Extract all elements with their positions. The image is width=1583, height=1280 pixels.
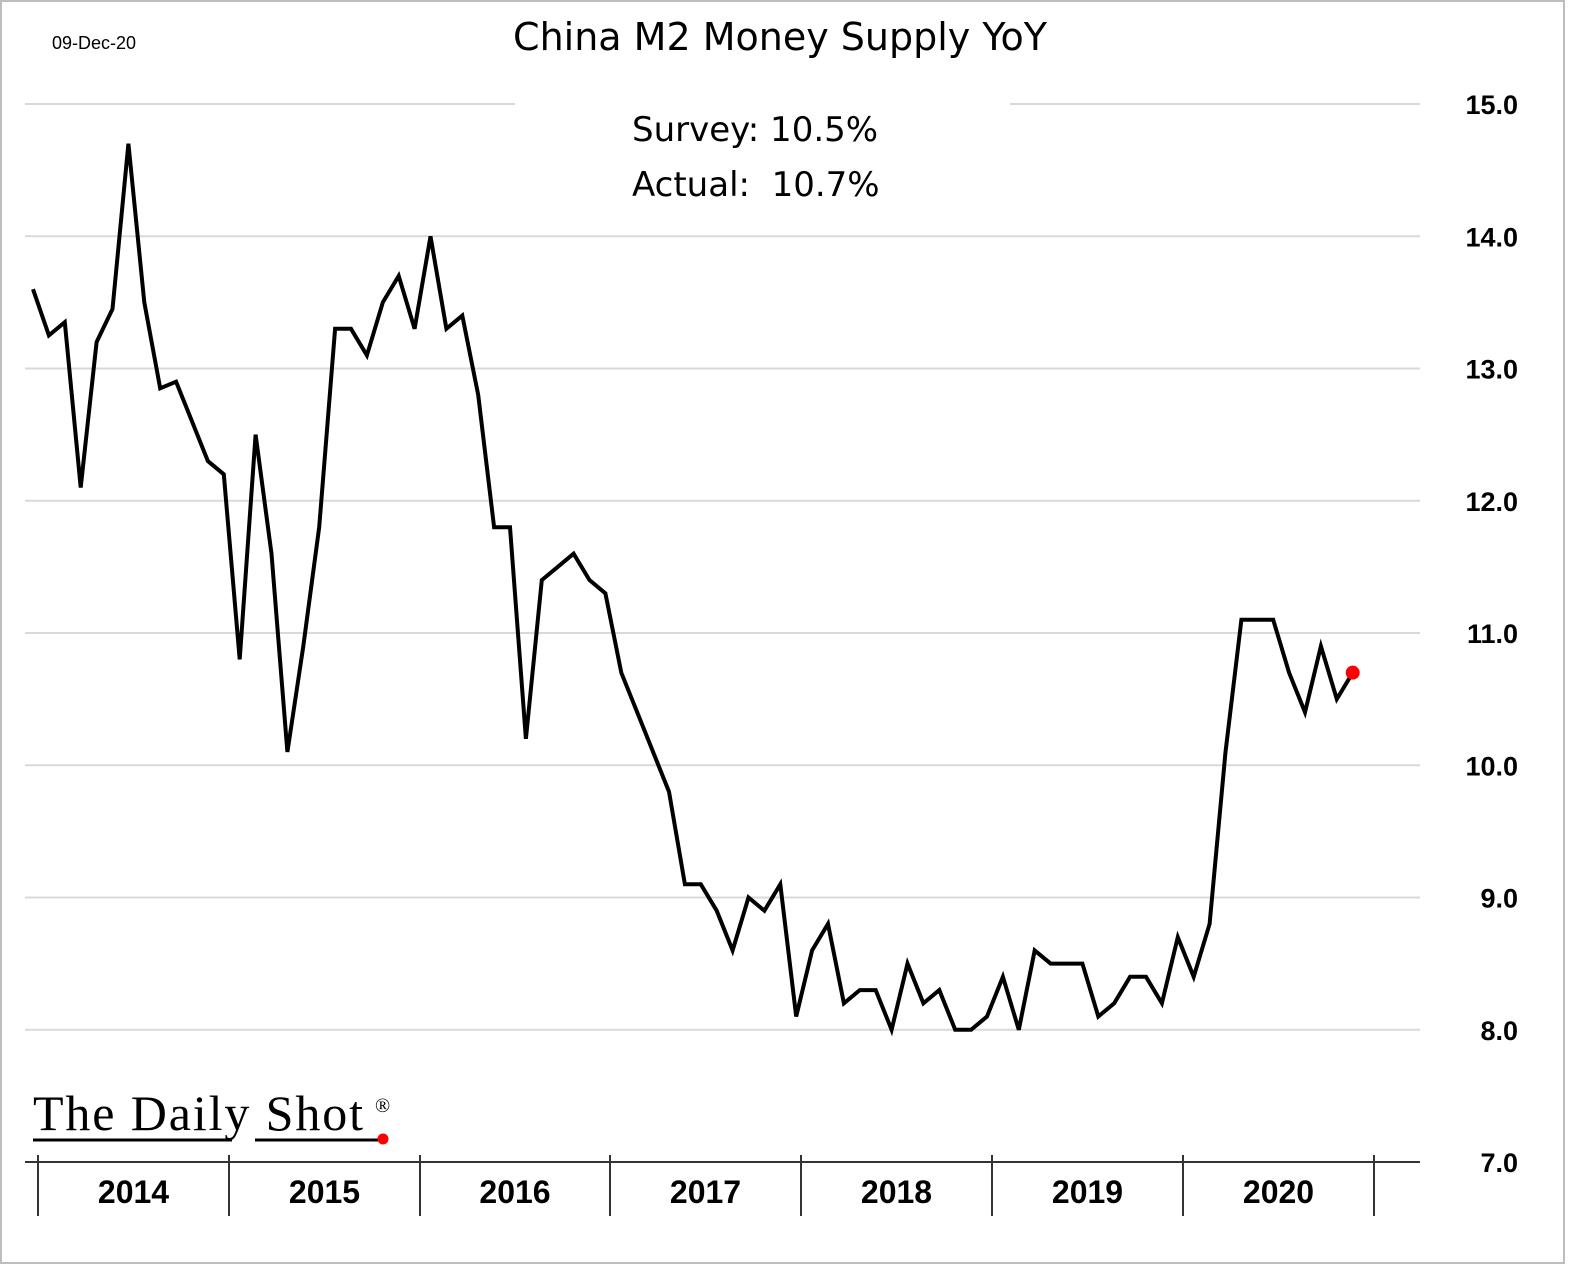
chart-frame [0,0,1565,1264]
y-tick-label: 11.0 [1467,619,1518,649]
x-tick-label: 2019 [1052,1174,1123,1210]
gridlines [25,103,1420,1031]
y-tick-label: 9.0 [1480,884,1518,914]
logo-text: The Daily Shot [33,1085,363,1141]
y-tick-label: 12.0 [1465,487,1518,517]
y-tick-label: 13.0 [1465,355,1518,385]
y-tick-label: 10.0 [1465,751,1518,781]
logo: The Daily Shot ® [33,1085,390,1145]
series-points [1345,665,1360,680]
y-tick-label: 7.0 [1480,1148,1518,1178]
y-tick-label: 14.0 [1465,222,1518,252]
last-data-point [1345,665,1360,680]
x-tick-label: 2018 [861,1174,932,1210]
y-tick-labels: 7.0 8.0 9.0 10.0 11.0 12.0 13.0 14.0 15.0 [1465,90,1518,1178]
x-tick-label: 2014 [98,1174,169,1210]
x-tick-label: 2020 [1243,1174,1314,1210]
x-tick-label: 2015 [289,1174,360,1210]
series-line [31,143,1355,1037]
y-tick-label: 8.0 [1480,1016,1518,1046]
x-tick-label: 2016 [479,1174,550,1210]
x-tick-label: 2017 [670,1174,741,1210]
chart-title: China M2 Money Supply YoY [513,15,1048,59]
actual-annotation: Actual: 10.7% [632,165,880,205]
chart-date: 09-Dec-20 [52,33,136,53]
y-tick-label: 15.0 [1465,90,1518,120]
x-ticks: 2014 2015 2016 2017 2018 2019 2020 [37,1155,1375,1216]
logo-registered-mark: ® [375,1095,390,1117]
survey-annotation: Survey: 10.5% [632,110,878,150]
logo-red-dot [377,1133,389,1145]
